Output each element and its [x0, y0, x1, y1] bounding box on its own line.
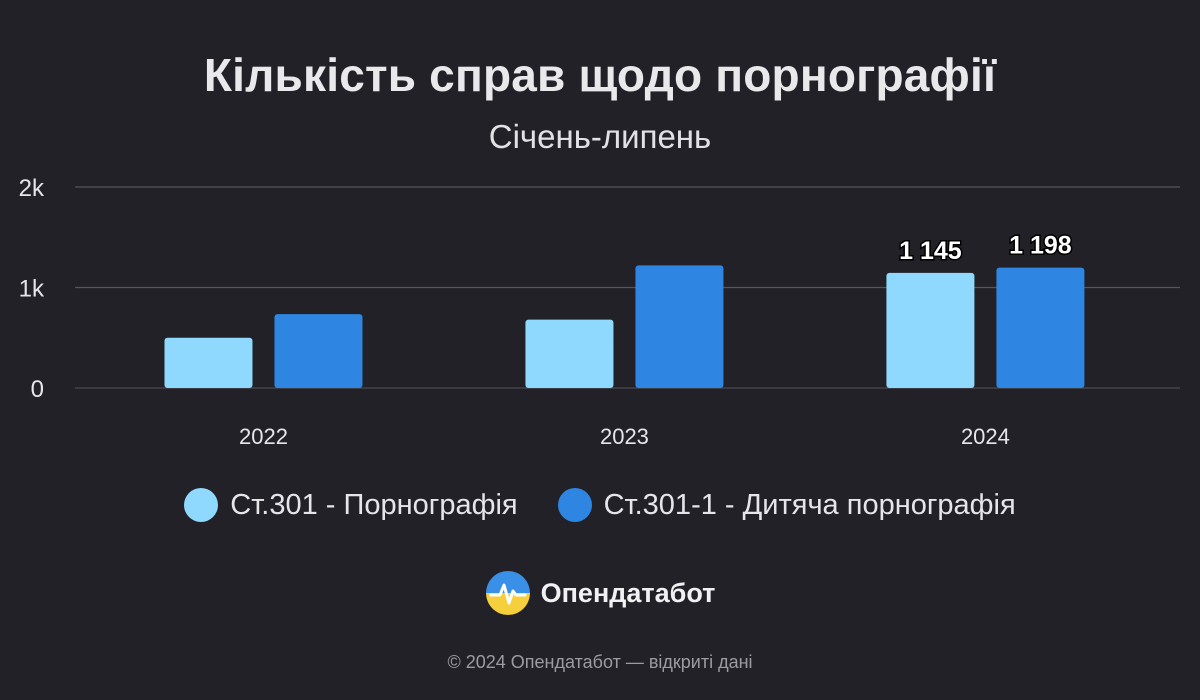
- data-label-0: 1 145: [899, 237, 962, 265]
- legend-label-series-1: Ст.301 - Порнографія: [230, 488, 518, 521]
- legend-dot-series-1: [184, 488, 219, 522]
- chart-subtitle: Січень-липень: [488, 118, 712, 155]
- y-tick-label-1: 1k: [19, 276, 45, 303]
- legend-label-series-2: Ст.301-1 - Дитяча порнографія: [603, 488, 1016, 521]
- bar-chart: 0 1k 2k 2022 2023 2024 1 145 1 198: [19, 175, 1180, 449]
- y-tick-label-2: 2k: [19, 175, 45, 202]
- y-tick-label-0: 0: [31, 376, 44, 403]
- footer-copyright: © 2024 Опендатабот — відкриті дані: [447, 652, 753, 672]
- bar-2022-series-1: [164, 337, 253, 388]
- bar-2023-series-1: [525, 319, 614, 388]
- brand-name: Опендатабот: [540, 577, 716, 608]
- bar-2024-series-1: [886, 272, 975, 388]
- x-tick-label-2023: 2023: [600, 424, 649, 449]
- bar-2024-series-2: [996, 267, 1085, 388]
- data-label-1: 1 198: [1009, 232, 1072, 260]
- bar-2023-series-2: [635, 265, 724, 388]
- chart-title: Кількість справ щодо порнографії: [203, 49, 997, 101]
- legend-dot-series-2: [557, 488, 592, 522]
- x-tick-label-2022: 2022: [239, 424, 288, 449]
- x-tick-label-2024: 2024: [961, 424, 1010, 449]
- opendatabot-logo-icon: [485, 571, 530, 615]
- legend-item-series-1[interactable]: Ст.301 - Порнографія: [184, 488, 518, 522]
- legend: Ст.301 - Порнографія Ст.301-1 - Дитяча п…: [0, 488, 1200, 522]
- bar-2022-series-2: [274, 314, 363, 388]
- brand: Опендатабот: [0, 570, 1200, 616]
- legend-item-series-2[interactable]: Ст.301-1 - Дитяча порнографія: [557, 488, 1016, 522]
